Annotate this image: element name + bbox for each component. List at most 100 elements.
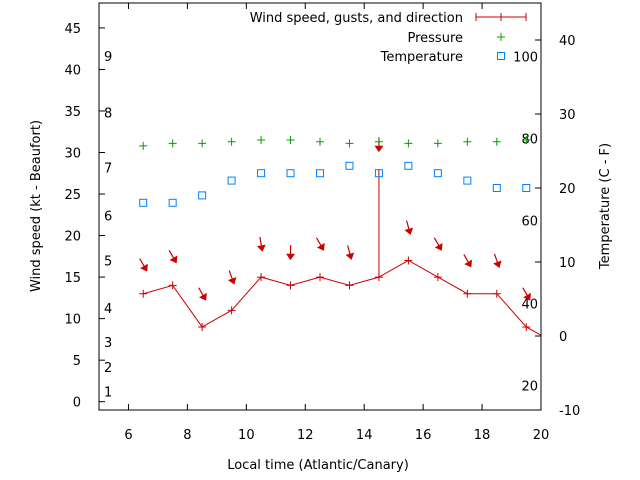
wind-direction-arrow (286, 245, 295, 261)
wind-direction-arrow (463, 254, 472, 268)
y2-tick-label: 20 (559, 182, 576, 197)
wind-direction-arrow (227, 270, 237, 285)
fahrenheit-label: 20 (521, 380, 538, 395)
beaufort-label: 4 (104, 302, 112, 317)
x-tick-label: 20 (533, 428, 550, 443)
temperature-point (139, 198, 148, 207)
pressure-point (139, 141, 148, 150)
temperature-point (227, 176, 236, 185)
temperature-point (404, 161, 413, 170)
y-tick-label: 5 (73, 354, 81, 369)
wind-direction-arrow (433, 237, 443, 251)
x-tick-label: 6 (124, 428, 132, 443)
y2-tick-label: 30 (559, 108, 576, 123)
x-tick-label: 14 (356, 428, 373, 443)
pressure-point (463, 137, 472, 146)
temperature-point (286, 169, 295, 178)
x-axis-title: Local time (Atlantic/Canary) (227, 458, 409, 473)
beaufort-label: 8 (104, 107, 112, 122)
y2-tick-label: 10 (559, 256, 576, 271)
y-tick-label: 35 (64, 105, 81, 120)
temperature-point (198, 191, 207, 200)
beaufort-label: 2 (104, 361, 112, 376)
wind-direction-arrow (256, 236, 266, 252)
y2-tick-label: 40 (559, 34, 576, 49)
pressure-point (345, 139, 354, 148)
wind-direction-arrow (404, 220, 414, 235)
wind-speed-point (345, 281, 354, 290)
wind-speed-point (492, 289, 501, 298)
y-tick-label: 45 (64, 22, 81, 37)
beaufort-label: 1 (104, 386, 112, 401)
beaufort-label: 7 (104, 161, 112, 176)
wind-direction-arrow (522, 287, 531, 301)
wind-speed-point (168, 281, 177, 290)
wind-speed-point (227, 306, 236, 315)
temperature-point (168, 198, 177, 207)
legend-square-marker (497, 52, 505, 60)
wind-speed-point (433, 273, 442, 282)
wind-speed-point (522, 322, 531, 331)
temperature-point (433, 169, 442, 178)
temperature-point (257, 169, 266, 178)
pressure-point (374, 137, 383, 146)
wind-speed-point (198, 322, 207, 331)
pressure-point (286, 136, 295, 145)
y2-axis-title: Temperature (C - F) (598, 143, 613, 270)
legend-label: Temperature (380, 50, 463, 65)
temperature-point (345, 161, 354, 170)
x-tick-label: 18 (474, 428, 491, 443)
wind-speed-point (404, 256, 413, 265)
beaufort-label: 3 (104, 336, 112, 351)
y2-tick-label: 0 (559, 330, 567, 345)
pressure-point (522, 136, 531, 145)
temperature-point (374, 169, 383, 178)
wind-direction-arrow (493, 253, 502, 268)
legend-label: Wind speed, gusts, and direction (250, 11, 463, 26)
pressure-point (168, 139, 177, 148)
temperature-point (316, 169, 324, 178)
temperature-point (522, 184, 531, 192)
y-tick-label: 30 (64, 147, 81, 162)
pressure-point (433, 139, 442, 148)
beaufort-label: 5 (104, 254, 112, 269)
wind-direction-arrow (345, 245, 355, 260)
legend-plus-marker (497, 33, 505, 41)
wind-speed-point (316, 273, 324, 282)
pressure-point (404, 139, 413, 148)
x-tick-label: 10 (238, 428, 255, 443)
temperature-point (492, 184, 501, 192)
beaufort-label: 6 (104, 210, 112, 225)
legend-entry: Pressure (407, 31, 505, 46)
pressure-point (316, 137, 324, 146)
wind-speed-point (257, 273, 266, 282)
plot-frame (98, 2, 542, 411)
pressure-point (257, 136, 266, 145)
y-tick-label: 15 (64, 271, 81, 286)
y-axis-title: Wind speed (kt - Beaufort) (29, 120, 44, 292)
x-tick-label: 12 (297, 428, 314, 443)
pressure-point (198, 139, 207, 148)
legend-entry: Wind speed, gusts, and direction (250, 11, 527, 26)
fahrenheit-label: 40 (521, 297, 538, 312)
legend-entry: Temperature (380, 50, 505, 65)
pressure-point (492, 137, 501, 146)
x-tick-label: 16 (415, 428, 432, 443)
y-tick-label: 25 (64, 188, 81, 203)
wind-direction-arrow (315, 237, 325, 251)
y-tick-label: 10 (64, 313, 81, 328)
fahrenheit-label: 100 (513, 50, 538, 65)
legend-line-ticks (475, 13, 527, 21)
wind-direction-arrow (168, 249, 178, 264)
x-tick-label: 8 (183, 428, 191, 443)
y-tick-label: 40 (64, 63, 81, 78)
y-tick-label: 20 (64, 230, 81, 245)
y-tick-label: 0 (73, 396, 81, 411)
wind-speed-point (139, 289, 148, 298)
wind-direction-arrow (198, 287, 207, 301)
pressure-point (227, 137, 236, 146)
wind-speed-point (286, 281, 295, 290)
beaufort-label: 9 (104, 50, 112, 65)
wind-speed-point (463, 289, 472, 298)
